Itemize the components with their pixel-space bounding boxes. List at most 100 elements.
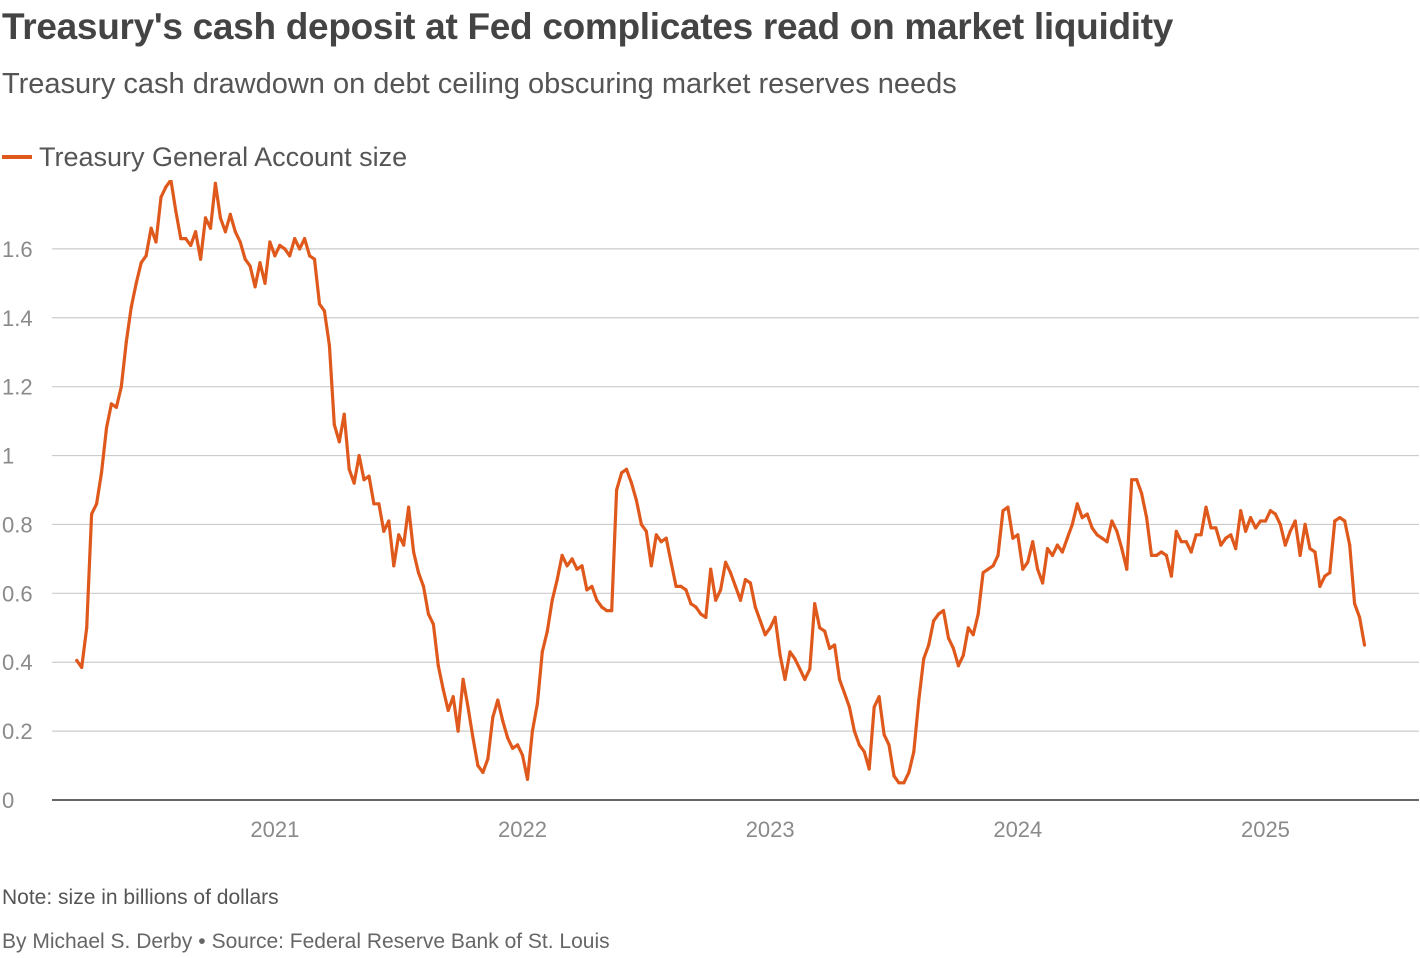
data-point — [1095, 533, 1099, 537]
data-point — [104, 426, 109, 430]
data-point — [585, 588, 589, 592]
data-point — [1333, 519, 1337, 523]
data-point — [139, 261, 143, 265]
data-point — [1011, 536, 1015, 540]
data-point — [847, 705, 852, 709]
data-point — [179, 237, 183, 241]
data-point — [471, 736, 475, 740]
data-point — [763, 633, 767, 637]
data-point — [1199, 533, 1203, 537]
data-point — [1001, 509, 1005, 513]
data-point — [124, 340, 128, 344]
data-point — [1125, 567, 1129, 571]
data-point — [322, 309, 326, 313]
data-point — [679, 584, 683, 588]
data-point — [332, 423, 336, 427]
gridlines — [52, 248, 1419, 732]
data-point — [1130, 478, 1134, 482]
data-point — [199, 257, 203, 261]
data-point — [793, 657, 797, 661]
series-layer — [75, 180, 1367, 785]
data-point — [917, 698, 921, 702]
data-point — [951, 646, 956, 650]
data-point — [253, 285, 257, 289]
y-tick-label: 1.4 — [2, 306, 33, 331]
data-point — [436, 664, 440, 668]
data-point — [704, 615, 708, 619]
data-point — [887, 743, 891, 747]
data-point — [852, 729, 857, 733]
y-tick-label: 0.2 — [2, 719, 33, 744]
data-point — [624, 467, 629, 471]
data-point — [798, 667, 802, 671]
data-point — [1323, 574, 1327, 578]
data-point — [189, 243, 193, 247]
author-credit: By Michael S. Derby — [2, 930, 193, 953]
data-point — [510, 746, 515, 750]
data-point — [164, 185, 168, 189]
x-tick-label: 2025 — [1241, 817, 1290, 842]
data-point — [605, 609, 609, 613]
data-point — [654, 533, 658, 537]
data-point — [426, 612, 430, 616]
data-point — [986, 567, 990, 571]
legend-line-swatch — [2, 155, 32, 159]
data-point — [1308, 547, 1312, 551]
data-point — [377, 502, 381, 506]
data-point — [808, 667, 812, 671]
data-point — [1278, 522, 1282, 526]
data-point — [907, 770, 911, 775]
data-point — [525, 777, 530, 781]
data-point — [897, 781, 901, 785]
data-point — [372, 502, 376, 506]
data-point — [1288, 529, 1292, 533]
data-point — [991, 564, 995, 568]
data-point — [446, 708, 450, 713]
data-point — [129, 305, 133, 309]
data-point — [753, 605, 757, 609]
data-point — [203, 216, 208, 220]
data-point — [317, 302, 322, 306]
data-point — [1298, 553, 1302, 557]
data-point — [724, 560, 728, 564]
data-point — [1343, 519, 1347, 523]
data-point — [85, 626, 89, 630]
legend-label: Treasury General Account size — [39, 141, 408, 172]
data-point — [813, 602, 817, 606]
data-point — [714, 598, 718, 602]
data-point — [1100, 536, 1104, 540]
data-point — [857, 743, 861, 747]
data-point — [416, 571, 421, 575]
series-line-tga — [75, 180, 1367, 785]
data-point — [357, 454, 361, 458]
data-point — [659, 540, 663, 544]
data-point — [1283, 543, 1287, 547]
y-tick-label: 1 — [2, 444, 14, 469]
y-tick-label: 0.6 — [2, 581, 33, 606]
data-point — [1080, 516, 1084, 520]
data-point — [412, 550, 416, 554]
data-point — [520, 753, 525, 757]
data-point — [233, 230, 237, 234]
data-point — [1249, 516, 1253, 520]
data-point — [1159, 550, 1163, 554]
data-point — [1050, 553, 1055, 557]
data-point — [674, 584, 678, 588]
y-axis-ticks: 0 0.2 0.4 0.6 0.8 1 1.2 1.4 1.6 — [2, 237, 33, 813]
data-point — [1090, 526, 1094, 530]
data-point — [1194, 533, 1198, 537]
data-point — [823, 629, 827, 633]
data-point — [1209, 526, 1213, 530]
data-point — [629, 481, 634, 485]
data-point — [466, 705, 470, 709]
data-point — [1362, 643, 1367, 647]
data-point — [263, 281, 267, 285]
data-point — [590, 584, 594, 588]
data-point — [481, 770, 485, 775]
data-point — [95, 502, 99, 506]
data-point — [828, 646, 832, 650]
data-point — [877, 695, 881, 699]
y-tick-label: 1.2 — [2, 375, 33, 400]
data-point — [783, 677, 787, 681]
data-point — [872, 705, 876, 709]
